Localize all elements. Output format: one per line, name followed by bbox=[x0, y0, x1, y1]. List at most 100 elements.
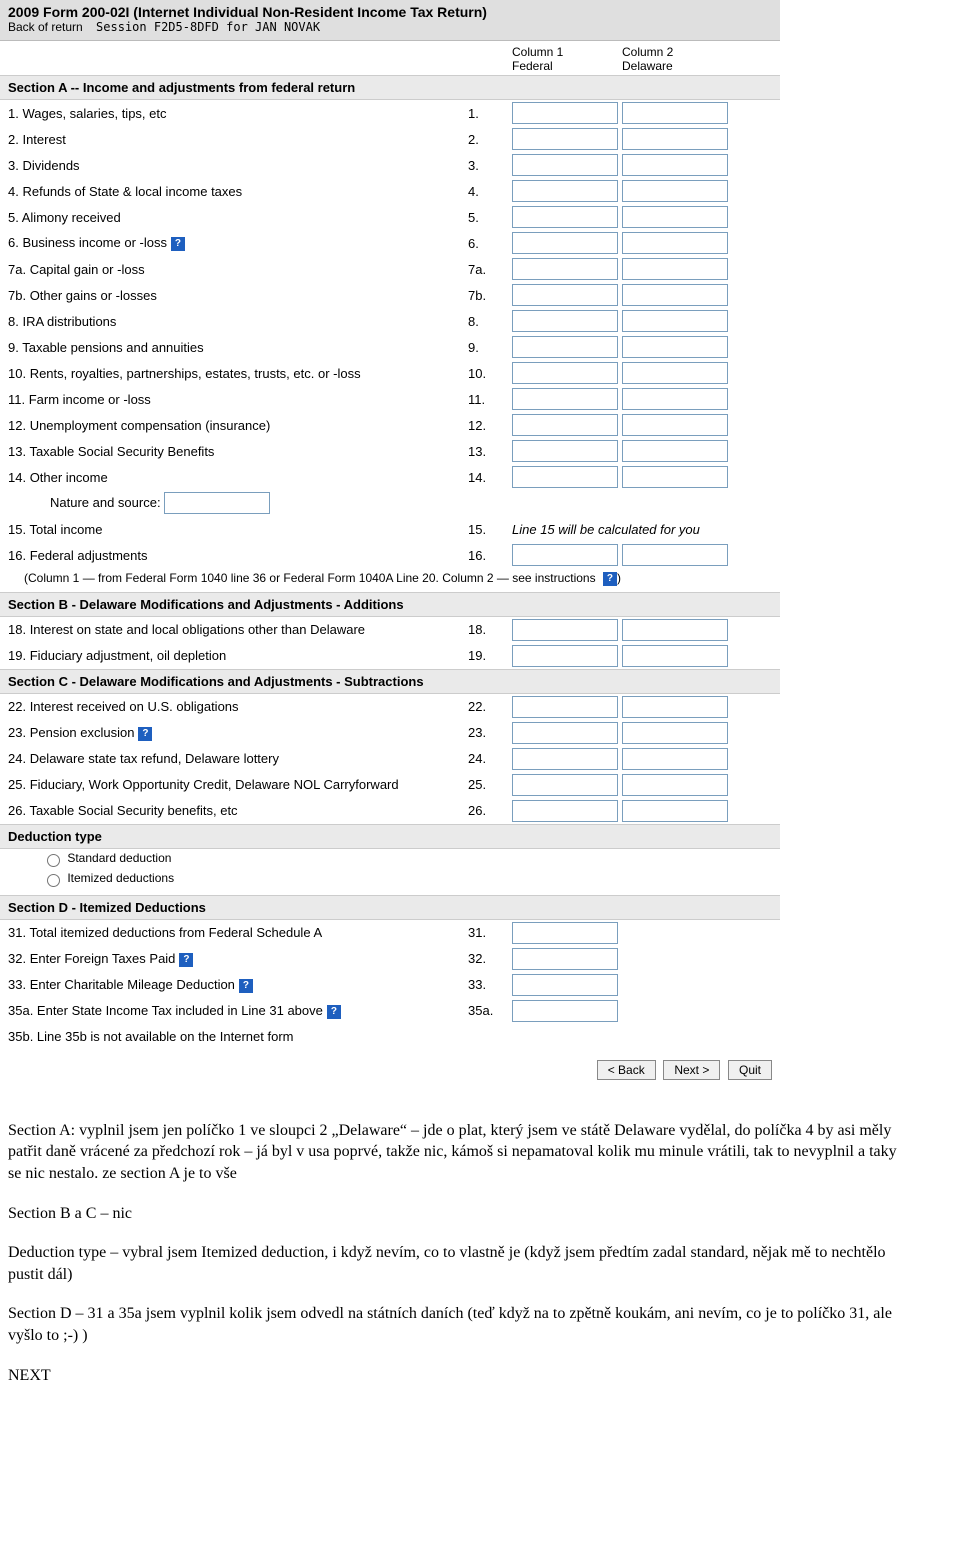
col1-input[interactable] bbox=[512, 722, 618, 744]
col1-input[interactable] bbox=[512, 948, 618, 970]
col2-input[interactable] bbox=[622, 102, 728, 124]
commentary-p2: Section B a C – nic bbox=[8, 1203, 908, 1225]
col2-input[interactable] bbox=[622, 388, 728, 410]
help-icon[interactable]: ? bbox=[138, 727, 152, 741]
nature-source-input[interactable] bbox=[164, 492, 270, 514]
back-button[interactable]: < Back bbox=[597, 1060, 656, 1080]
col2-input[interactable] bbox=[622, 232, 728, 254]
col1-input[interactable] bbox=[512, 310, 618, 332]
row-label: Taxable Social Security Benefits bbox=[29, 444, 214, 459]
table-row: 22. Interest received on U.S. obligation… bbox=[0, 694, 780, 720]
col2-input[interactable] bbox=[622, 774, 728, 796]
row-label: Other income bbox=[30, 470, 108, 485]
row-num: 26. bbox=[8, 803, 29, 818]
col2-input[interactable] bbox=[622, 414, 728, 436]
col2-input[interactable] bbox=[622, 154, 728, 176]
col1-input[interactable] bbox=[512, 180, 618, 202]
form-header: 2009 Form 200-02I (Internet Individual N… bbox=[0, 0, 780, 41]
col1-input[interactable] bbox=[512, 1000, 618, 1022]
column-headers: Column 1 Federal Column 2 Delaware bbox=[0, 41, 780, 75]
col1-input[interactable] bbox=[512, 774, 618, 796]
help-icon[interactable]: ? bbox=[603, 572, 617, 586]
row-16-c2[interactable] bbox=[622, 544, 728, 566]
row-label: Rents, royalties, partnerships, estates,… bbox=[30, 366, 361, 381]
row-num: 23. bbox=[8, 725, 30, 740]
col2-input[interactable] bbox=[622, 336, 728, 358]
col1-input[interactable] bbox=[512, 922, 618, 944]
table-row: 4. Refunds of State & local income taxes… bbox=[0, 178, 780, 204]
col2-input[interactable] bbox=[622, 748, 728, 770]
row-num: 35b. bbox=[8, 1029, 37, 1044]
row-16: 16. Federal adjustments 16. bbox=[0, 542, 780, 568]
row-num: 33. bbox=[8, 977, 30, 992]
col2-input[interactable] bbox=[622, 800, 728, 822]
next-button[interactable]: Next > bbox=[663, 1060, 720, 1080]
table-row: 5. Alimony received5. bbox=[0, 204, 780, 230]
row-num: 9. bbox=[8, 340, 22, 355]
col1-input[interactable] bbox=[512, 362, 618, 384]
row-rightnum: 31. bbox=[468, 925, 512, 940]
col2-input[interactable] bbox=[622, 722, 728, 744]
row-num: 35a. bbox=[8, 1003, 37, 1018]
row-label: Line 35b is not available on the Interne… bbox=[37, 1029, 294, 1044]
col2-head-b: Delaware bbox=[622, 59, 732, 73]
table-row: 26. Taxable Social Security benefits, et… bbox=[0, 798, 780, 824]
table-row: 1. Wages, salaries, tips, etc1. bbox=[0, 100, 780, 126]
row-rightnum: 14. bbox=[468, 470, 512, 485]
row-label: Federal adjustments bbox=[30, 548, 148, 563]
col2-input[interactable] bbox=[622, 696, 728, 718]
col1-input[interactable] bbox=[512, 232, 618, 254]
col1-input[interactable] bbox=[512, 414, 618, 436]
col1-input[interactable] bbox=[512, 388, 618, 410]
col1-input[interactable] bbox=[512, 974, 618, 996]
section-d-header: Section D - Itemized Deductions bbox=[0, 895, 780, 920]
help-icon[interactable]: ? bbox=[171, 237, 185, 251]
col1-input[interactable] bbox=[512, 154, 618, 176]
table-row: 19. Fiduciary adjustment, oil depletion1… bbox=[0, 643, 780, 669]
col2-input[interactable] bbox=[622, 619, 728, 641]
help-icon[interactable]: ? bbox=[327, 1005, 341, 1019]
col1-input[interactable] bbox=[512, 102, 618, 124]
col2-input[interactable] bbox=[622, 310, 728, 332]
row-label: IRA distributions bbox=[22, 314, 116, 329]
col2-input[interactable] bbox=[622, 466, 728, 488]
row-16-c1[interactable] bbox=[512, 544, 618, 566]
col2-input[interactable] bbox=[622, 645, 728, 667]
col2-input[interactable] bbox=[622, 180, 728, 202]
deduction-itemized-radio[interactable] bbox=[47, 874, 60, 887]
col1-input[interactable] bbox=[512, 748, 618, 770]
col2-input[interactable] bbox=[622, 128, 728, 150]
session-prefix: Session bbox=[96, 20, 147, 34]
help-icon[interactable]: ? bbox=[239, 979, 253, 993]
col2-input[interactable] bbox=[622, 206, 728, 228]
col1-input[interactable] bbox=[512, 800, 618, 822]
col1-input[interactable] bbox=[512, 206, 618, 228]
col1-input[interactable] bbox=[512, 440, 618, 462]
col1-input[interactable] bbox=[512, 645, 618, 667]
deduction-itemized-label: Itemized deductions bbox=[67, 871, 174, 885]
table-row: 23. Pension exclusion?23. bbox=[0, 720, 780, 746]
col1-input[interactable] bbox=[512, 619, 618, 641]
row-rightnum: 2. bbox=[468, 132, 512, 147]
col1-input[interactable] bbox=[512, 696, 618, 718]
col1-input[interactable] bbox=[512, 128, 618, 150]
col1-input[interactable] bbox=[512, 284, 618, 306]
help-icon[interactable]: ? bbox=[179, 953, 193, 967]
table-row: 12. Unemployment compensation (insurance… bbox=[0, 412, 780, 438]
col1-input[interactable] bbox=[512, 466, 618, 488]
col1-input[interactable] bbox=[512, 336, 618, 358]
col2-input[interactable] bbox=[622, 440, 728, 462]
row-15: 15. Total income 15. Line 15 will be cal… bbox=[0, 516, 780, 542]
commentary-p3: Deduction type – vybral jsem Itemized de… bbox=[8, 1242, 908, 1285]
session-row: Back of return Session F2D5-8DFD for JAN… bbox=[8, 20, 772, 34]
col2-input[interactable] bbox=[622, 284, 728, 306]
row-rightnum: 5. bbox=[468, 210, 512, 225]
deduction-standard-radio[interactable] bbox=[47, 854, 60, 867]
col1-input[interactable] bbox=[512, 258, 618, 280]
row-num: 5. bbox=[8, 210, 22, 225]
row-label: Farm income or -loss bbox=[29, 392, 151, 407]
row-label: Enter Foreign Taxes Paid bbox=[30, 951, 176, 966]
col2-input[interactable] bbox=[622, 258, 728, 280]
quit-button[interactable]: Quit bbox=[728, 1060, 772, 1080]
col2-input[interactable] bbox=[622, 362, 728, 384]
